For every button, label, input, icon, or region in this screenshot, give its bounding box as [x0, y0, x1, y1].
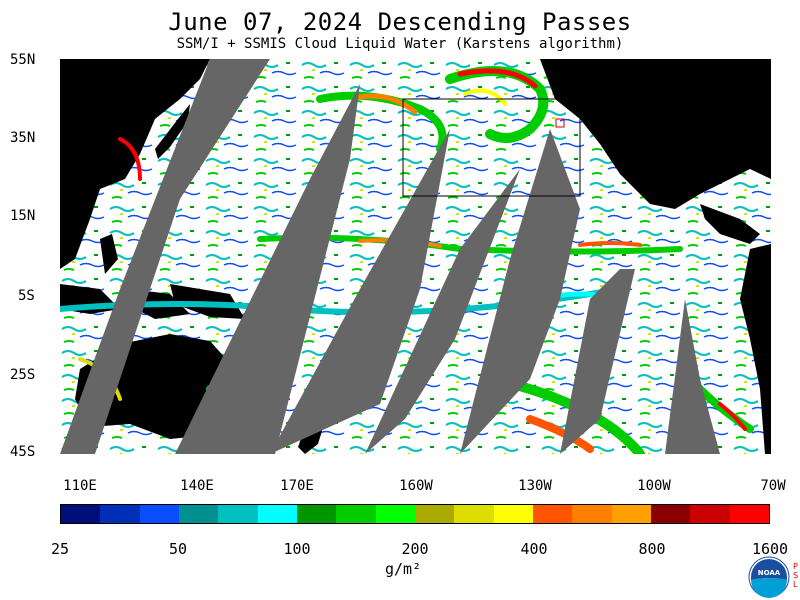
colorbar-label-25: 25: [50, 540, 70, 558]
map-canvas: [60, 59, 771, 454]
colorbar-swatch: [611, 505, 651, 523]
colorbar-swatch: [178, 505, 219, 523]
colorbar-swatch: [414, 505, 455, 523]
lon-label-170e: 170E: [280, 478, 314, 494]
lat-label-5s: 5S: [18, 288, 35, 304]
colorbar-swatch: [375, 505, 415, 523]
cloud-water-map: [60, 59, 771, 454]
units-label: g/m²: [385, 560, 422, 578]
lon-label-140e: 140E: [180, 478, 214, 494]
psl-side-text: PSL: [793, 562, 799, 589]
lat-label-25s: 25S: [10, 367, 36, 383]
lat-label-55n: 55N: [10, 52, 36, 68]
lon-label-100w: 100W: [637, 478, 671, 494]
colorbar-label-100: 100: [283, 540, 311, 558]
colorbar-swatch: [493, 505, 533, 523]
region-box: [402, 98, 581, 197]
map-title: June 07, 2024 Descending Passes: [168, 8, 632, 36]
colorbar-label-400: 400: [520, 540, 548, 558]
marker-box: [555, 118, 565, 128]
lon-label-70w: 70W: [760, 478, 786, 494]
colorbar: [60, 504, 770, 524]
lon-label-160w: 160W: [399, 478, 433, 494]
noaa-logo-icon: NOAA: [748, 556, 790, 598]
colorbar-swatch: [336, 505, 376, 523]
colorbar-swatch: [454, 505, 494, 523]
colorbar-swatch: [532, 505, 573, 523]
svg-text:NOAA: NOAA: [758, 569, 781, 577]
lat-label-35n: 35N: [10, 130, 36, 146]
colorbar-swatch: [61, 505, 101, 523]
map-subtitle: SSM/I + SSMIS Cloud Liquid Water (Karste…: [176, 36, 624, 52]
data-gap-swaths: [60, 59, 720, 454]
colorbar-swatch: [100, 505, 140, 523]
colorbar-swatch: [139, 505, 179, 523]
lat-label-45s: 45S: [10, 444, 36, 460]
lon-label-130w: 130W: [518, 478, 552, 494]
colorbar-label-50: 50: [168, 540, 188, 558]
colorbar-swatch: [729, 505, 769, 523]
colorbar-label-800: 800: [638, 540, 666, 558]
lon-label-110e: 110E: [63, 478, 97, 494]
colorbar-swatch: [690, 505, 730, 523]
colorbar-swatch: [257, 505, 297, 523]
colorbar-swatch: [218, 505, 258, 523]
colorbar-label-1600: 1600: [751, 540, 789, 558]
lat-label-15n: 15N: [10, 208, 36, 224]
colorbar-swatch: [650, 505, 691, 523]
colorbar-swatch: [572, 505, 612, 523]
colorbar-label-200: 200: [401, 540, 429, 558]
colorbar-swatch: [296, 505, 337, 523]
